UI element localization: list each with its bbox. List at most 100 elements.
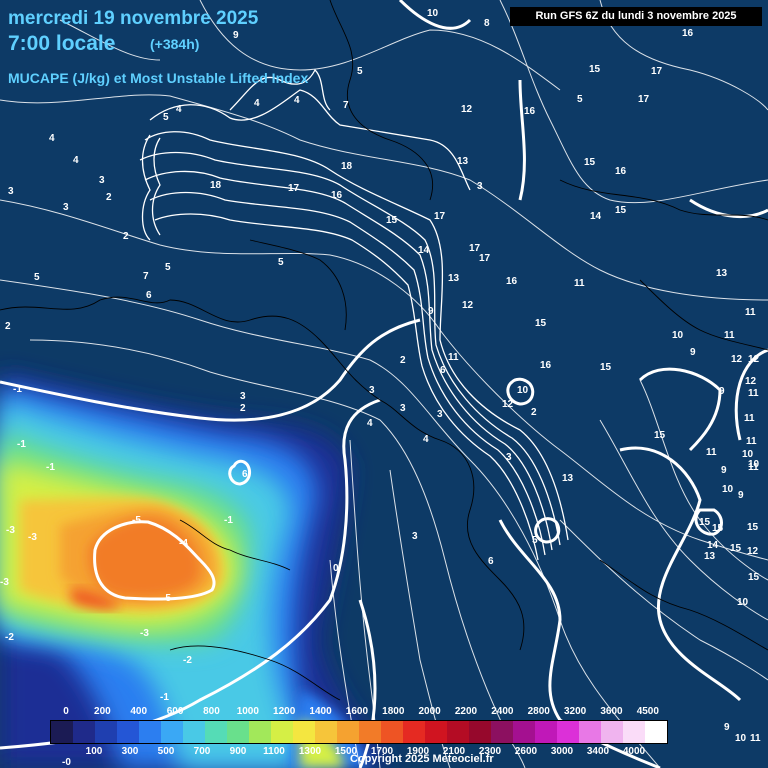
contour-label: 2 [5, 321, 11, 332]
legend-swatch [469, 721, 491, 743]
legend-tick-lower: 3400 [586, 746, 610, 757]
contour-label: 15 [600, 362, 612, 373]
contour-label: 17 [638, 94, 650, 105]
contour-label: 12 [731, 354, 743, 365]
contour-label: 2 [531, 407, 537, 418]
legend-tick-lower: 3000 [550, 746, 574, 757]
legend-swatch [117, 721, 139, 743]
contour-label: 6 [440, 365, 446, 376]
legend-swatch [491, 721, 513, 743]
legend-swatch [293, 721, 315, 743]
contour-label: 10 [742, 449, 754, 460]
contour-label: 15 [615, 205, 627, 216]
contour-label: 11 [750, 733, 761, 744]
alpine-bundle [139, 68, 569, 561]
legend-swatch [183, 721, 205, 743]
contour-label: 2 [106, 192, 112, 203]
contour-label: 3 [477, 181, 483, 192]
contour-label: 5 [577, 94, 583, 105]
contour-label: 4 [294, 95, 300, 106]
contour-label: 5 [165, 262, 171, 273]
legend-tick-upper: 800 [203, 706, 220, 717]
coastlines [0, 0, 768, 701]
contour-label: 4 [254, 98, 260, 109]
contour-label: 4 [49, 133, 55, 144]
contour-label: 7 [343, 100, 349, 111]
contour-label: -3 [140, 628, 149, 639]
contour-label: 10 [737, 597, 749, 608]
contour-label: 5 [163, 112, 169, 123]
contour-label: 3 [437, 409, 443, 420]
legend-swatch [513, 721, 535, 743]
contour-label: 13 [716, 268, 728, 279]
legend-swatch [403, 721, 425, 743]
legend-tick-upper: 400 [130, 706, 148, 717]
legend-swatch [161, 721, 183, 743]
legend-swatch [315, 721, 337, 743]
contour-label: 3 [400, 403, 406, 414]
parameter-title: MUCAPE (J/kg) et Most Unstable Lifted In… [8, 70, 309, 86]
legend-swatch [535, 721, 557, 743]
contour-label: 8 [484, 18, 490, 29]
contour-label: 6 [488, 556, 494, 567]
legend-swatch [337, 721, 359, 743]
contour-label: 12 [462, 300, 474, 311]
legend-swatch [557, 721, 579, 743]
legend-swatch [139, 721, 161, 743]
legend-swatch [425, 721, 447, 743]
contour-label: 5 [357, 66, 363, 77]
contour-label: 16 [331, 190, 343, 201]
contour-label: 13 [448, 273, 460, 284]
contour-label: 11 [746, 436, 757, 447]
contour-label: 18 [341, 161, 353, 172]
legend-tick-lower: 1500 [334, 746, 358, 757]
contour-label: 9 [719, 386, 725, 397]
contour-label: 16 [524, 106, 536, 117]
contour-label: 10 [722, 484, 734, 495]
contour-label: -5 [132, 515, 141, 526]
contour-label: 14 [707, 540, 719, 551]
contour-label: 14 [590, 211, 602, 222]
contour-label: -1 [224, 515, 233, 526]
contour-label: 12 [461, 104, 473, 115]
legend-swatch [73, 721, 95, 743]
contour-label: 4 [176, 104, 182, 115]
contour-label: 9 [690, 347, 696, 358]
contour-label: 14 [418, 245, 430, 256]
legend-tick-upper: 3200 [563, 706, 587, 717]
legend-tick-upper: 2000 [418, 706, 441, 717]
contour-label: 11 [448, 352, 459, 363]
contour-label: 4 [73, 155, 79, 166]
legend-tick-upper: 3600 [600, 706, 623, 717]
legend-tick-lower: 1900 [406, 746, 430, 757]
legend-tick-upper: 600 [166, 706, 184, 717]
contour-label: 16 [682, 28, 694, 39]
contour-label: 5 [532, 535, 538, 546]
contour-label: -1 [13, 384, 22, 395]
contour-label: -1 [17, 439, 26, 450]
contour-label: -0 [62, 757, 71, 768]
contour-label: 5 [278, 257, 284, 268]
contour-label: 13 [562, 473, 574, 484]
color-legend [50, 720, 668, 744]
forecast-time: 7:00 locale [8, 32, 116, 55]
contour-label: -1 [46, 462, 55, 473]
contour-label: 2 [400, 355, 406, 366]
contour-label: 3 [63, 202, 69, 213]
legend-tick-lower: 300 [121, 746, 139, 757]
legend-swatch [249, 721, 271, 743]
contour-label: 12 [748, 354, 760, 365]
legend-swatch [51, 721, 73, 743]
contour-label: 10 [517, 385, 529, 396]
legend-tick-upper: 2400 [491, 706, 514, 717]
contour-label: -3 [28, 532, 37, 543]
legend-swatch [601, 721, 623, 743]
legend-tick-upper: 4500 [636, 706, 659, 717]
legend-tick-upper: 1200 [273, 706, 296, 717]
contour-label: 10 [735, 733, 747, 744]
contour-label: 3 [412, 531, 418, 542]
legend-tick-lower: 1300 [298, 746, 322, 757]
contour-label: 10 [427, 8, 439, 19]
contour-label: 0 [333, 563, 339, 574]
contour-label: 12 [745, 376, 757, 387]
